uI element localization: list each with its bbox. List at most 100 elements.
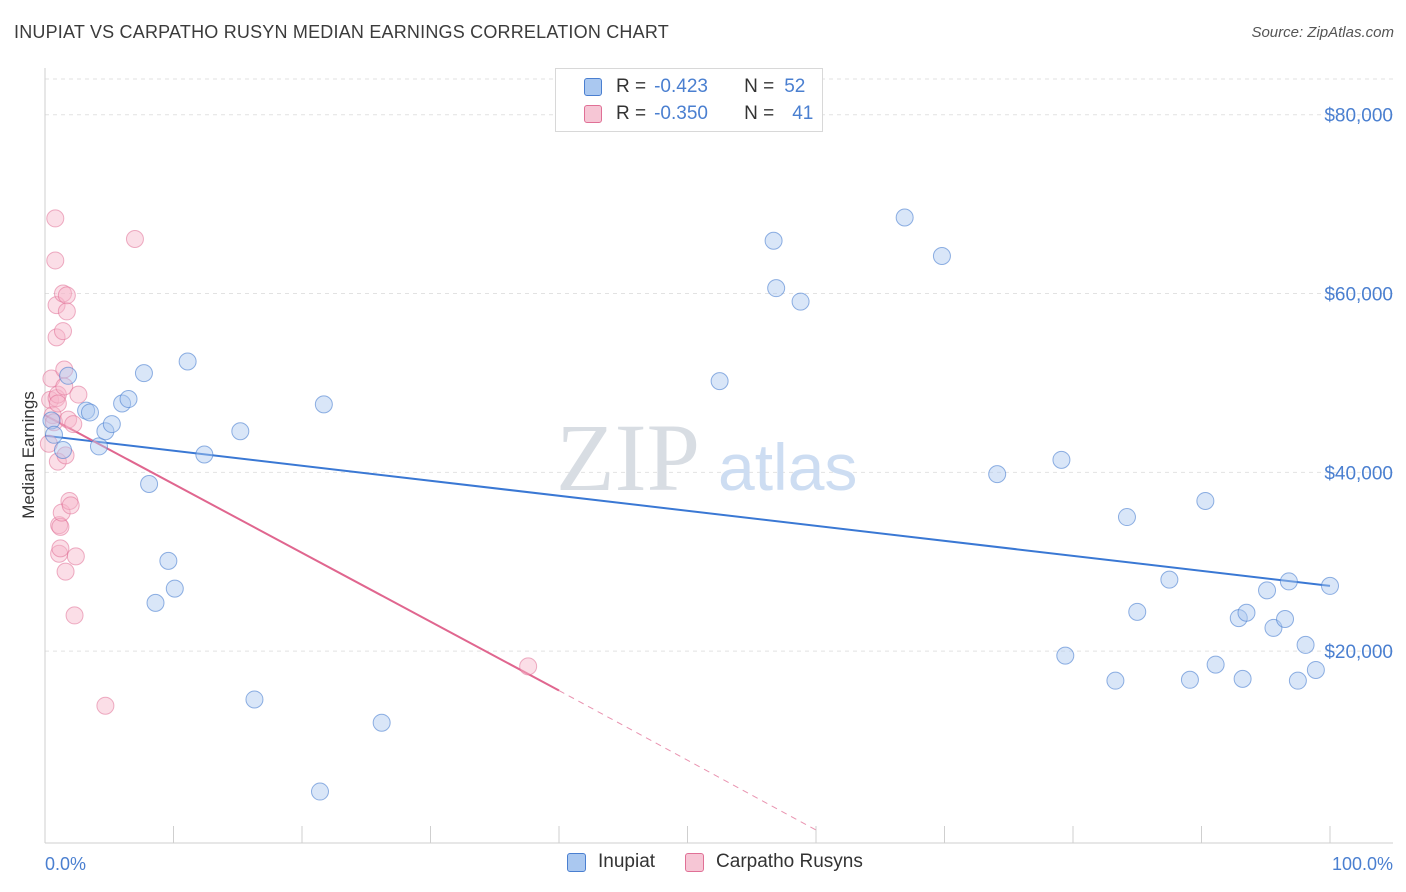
inupiat-point bbox=[1279, 572, 1298, 591]
x-tick-label: 100.0% bbox=[1332, 854, 1393, 874]
rusyn-point bbox=[57, 302, 76, 321]
n-label: N = bbox=[744, 76, 775, 97]
r-label: R = bbox=[616, 76, 647, 97]
legend-item-rusyn: Carpatho Rusyns bbox=[685, 851, 863, 873]
rusyn-trend-line bbox=[44, 414, 560, 692]
inupiat-points bbox=[42, 208, 1339, 801]
legend-label-rusyn: Carpatho Rusyns bbox=[716, 851, 863, 872]
rusyn-swatch bbox=[685, 852, 705, 872]
inupiat-point bbox=[988, 465, 1007, 484]
rusyn-point bbox=[65, 606, 84, 625]
inupiat-point bbox=[89, 437, 108, 456]
inupiat-point bbox=[1288, 671, 1307, 690]
inupiat-point bbox=[59, 366, 78, 385]
rusyn-point bbox=[46, 251, 65, 270]
rusyn-trend-extension bbox=[558, 690, 817, 831]
inupiat-point bbox=[140, 474, 159, 493]
inupiat-point bbox=[178, 352, 197, 371]
gridlines bbox=[45, 78, 1393, 652]
y-axis-label: Median Earnings bbox=[19, 391, 38, 519]
inupiat-point bbox=[102, 415, 121, 434]
legend-row-rusyn: R = -0.350 N = 41 bbox=[584, 101, 813, 127]
r-value: -0.350 bbox=[654, 103, 708, 124]
inupiat-point bbox=[791, 292, 810, 311]
rusyn-point bbox=[57, 286, 76, 305]
rusyn-point bbox=[51, 517, 70, 536]
y-tick-label: $60,000 bbox=[1324, 285, 1393, 306]
inupiat-point bbox=[44, 425, 63, 444]
inupiat-point bbox=[314, 395, 333, 414]
inupiat-point bbox=[1106, 671, 1125, 690]
carpatho-rusyn-points bbox=[39, 209, 538, 715]
inupiat-point bbox=[231, 422, 250, 441]
inupiat-point bbox=[165, 579, 184, 598]
inupiat-point bbox=[245, 690, 264, 709]
trend-lines bbox=[44, 414, 1331, 831]
rusyn-swatch bbox=[584, 105, 602, 123]
inupiat-point bbox=[764, 231, 783, 250]
watermark: ZIP atlas bbox=[556, 404, 857, 511]
inupiat-point bbox=[195, 445, 214, 464]
chart-title: INUPIAT VS CARPATHO RUSYN MEDIAN EARNING… bbox=[14, 22, 669, 42]
rusyn-point bbox=[53, 322, 72, 341]
rusyn-point bbox=[519, 657, 538, 676]
inupiat-point bbox=[1258, 581, 1277, 600]
inupiat-point bbox=[1306, 660, 1325, 679]
rusyn-point bbox=[96, 696, 115, 715]
inupiat-point bbox=[1052, 450, 1071, 469]
inupiat-point bbox=[1276, 609, 1295, 628]
inupiat-point bbox=[1321, 576, 1339, 595]
n-value: 41 bbox=[792, 103, 814, 124]
inupiat-point bbox=[42, 411, 61, 430]
legend-item-inupiat: Inupiat bbox=[567, 851, 655, 873]
axes bbox=[44, 68, 1393, 844]
y-tick-label: $20,000 bbox=[1324, 642, 1393, 663]
inupiat-point bbox=[146, 593, 165, 612]
inupiat-point bbox=[159, 551, 178, 570]
inupiat-point bbox=[1117, 508, 1136, 527]
inupiat-point bbox=[1056, 646, 1075, 665]
rusyn-point bbox=[61, 496, 80, 515]
series-legend: Inupiat Carpatho Rusyns bbox=[567, 851, 893, 873]
inupiat-point bbox=[710, 372, 729, 391]
inupiat-point bbox=[53, 441, 72, 459]
rusyn-point bbox=[44, 413, 63, 432]
rusyn-point bbox=[56, 562, 75, 581]
inupiat-point bbox=[1296, 635, 1315, 654]
inupiat-point bbox=[96, 422, 115, 441]
inupiat-point bbox=[134, 364, 153, 383]
inupiat-point bbox=[1160, 570, 1179, 589]
y-tick-label: $40,000 bbox=[1324, 463, 1393, 484]
x-tick-labels: 0.0% 100.0% bbox=[45, 854, 1393, 874]
inupiat-swatch bbox=[584, 78, 602, 96]
y-tick-labels: $20,000 $40,000 $60,000 $80,000 bbox=[1324, 106, 1393, 663]
inupiat-point bbox=[310, 782, 329, 801]
rusyn-point bbox=[48, 394, 67, 413]
rusyn-point bbox=[56, 446, 75, 465]
rusyn-point bbox=[64, 415, 83, 434]
inupiat-swatch bbox=[567, 852, 586, 872]
inupiat-point bbox=[895, 208, 914, 227]
rusyn-point bbox=[51, 539, 70, 558]
watermark-atlas: atlas bbox=[718, 430, 857, 504]
inupiat-point bbox=[1237, 603, 1256, 622]
rusyn-point bbox=[46, 209, 65, 228]
r-value: -0.423 bbox=[654, 76, 708, 97]
inupiat-point bbox=[372, 713, 391, 732]
y-tick-label: $80,000 bbox=[1324, 106, 1393, 127]
inupiat-point bbox=[119, 390, 138, 409]
rusyn-point bbox=[69, 385, 88, 404]
inupiat-point bbox=[1128, 602, 1147, 621]
n-value: 52 bbox=[784, 76, 806, 97]
x-tick-label: 0.0% bbox=[45, 854, 86, 874]
inupiat-point bbox=[767, 279, 786, 298]
source-label: Source: ZipAtlas.com bbox=[1251, 24, 1394, 41]
watermark-zip: ZIP bbox=[556, 404, 700, 511]
inupiat-point bbox=[1206, 655, 1225, 674]
legend-label-inupiat: Inupiat bbox=[598, 851, 656, 872]
inupiat-point bbox=[1233, 669, 1252, 688]
rusyn-point bbox=[125, 229, 144, 248]
inupiat-point bbox=[1196, 491, 1215, 510]
r-label: R = bbox=[616, 103, 647, 124]
